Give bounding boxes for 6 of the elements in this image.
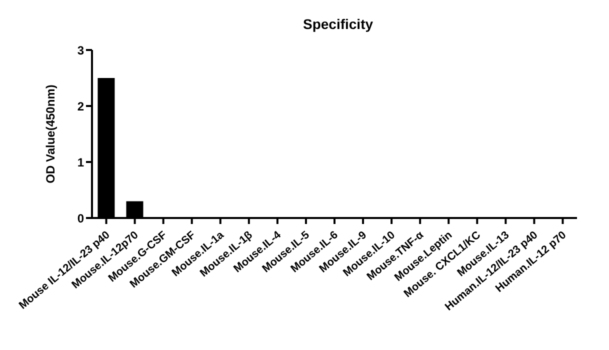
chart-title: Specificity bbox=[302, 16, 374, 32]
y-tick-label: 2 bbox=[77, 99, 84, 114]
y-tick-label: 3 bbox=[77, 43, 84, 58]
y-tick-label: 1 bbox=[77, 155, 84, 170]
y-tick-label: 0 bbox=[77, 211, 84, 226]
y-axis-title: OD Value(450nm) bbox=[43, 84, 58, 184]
